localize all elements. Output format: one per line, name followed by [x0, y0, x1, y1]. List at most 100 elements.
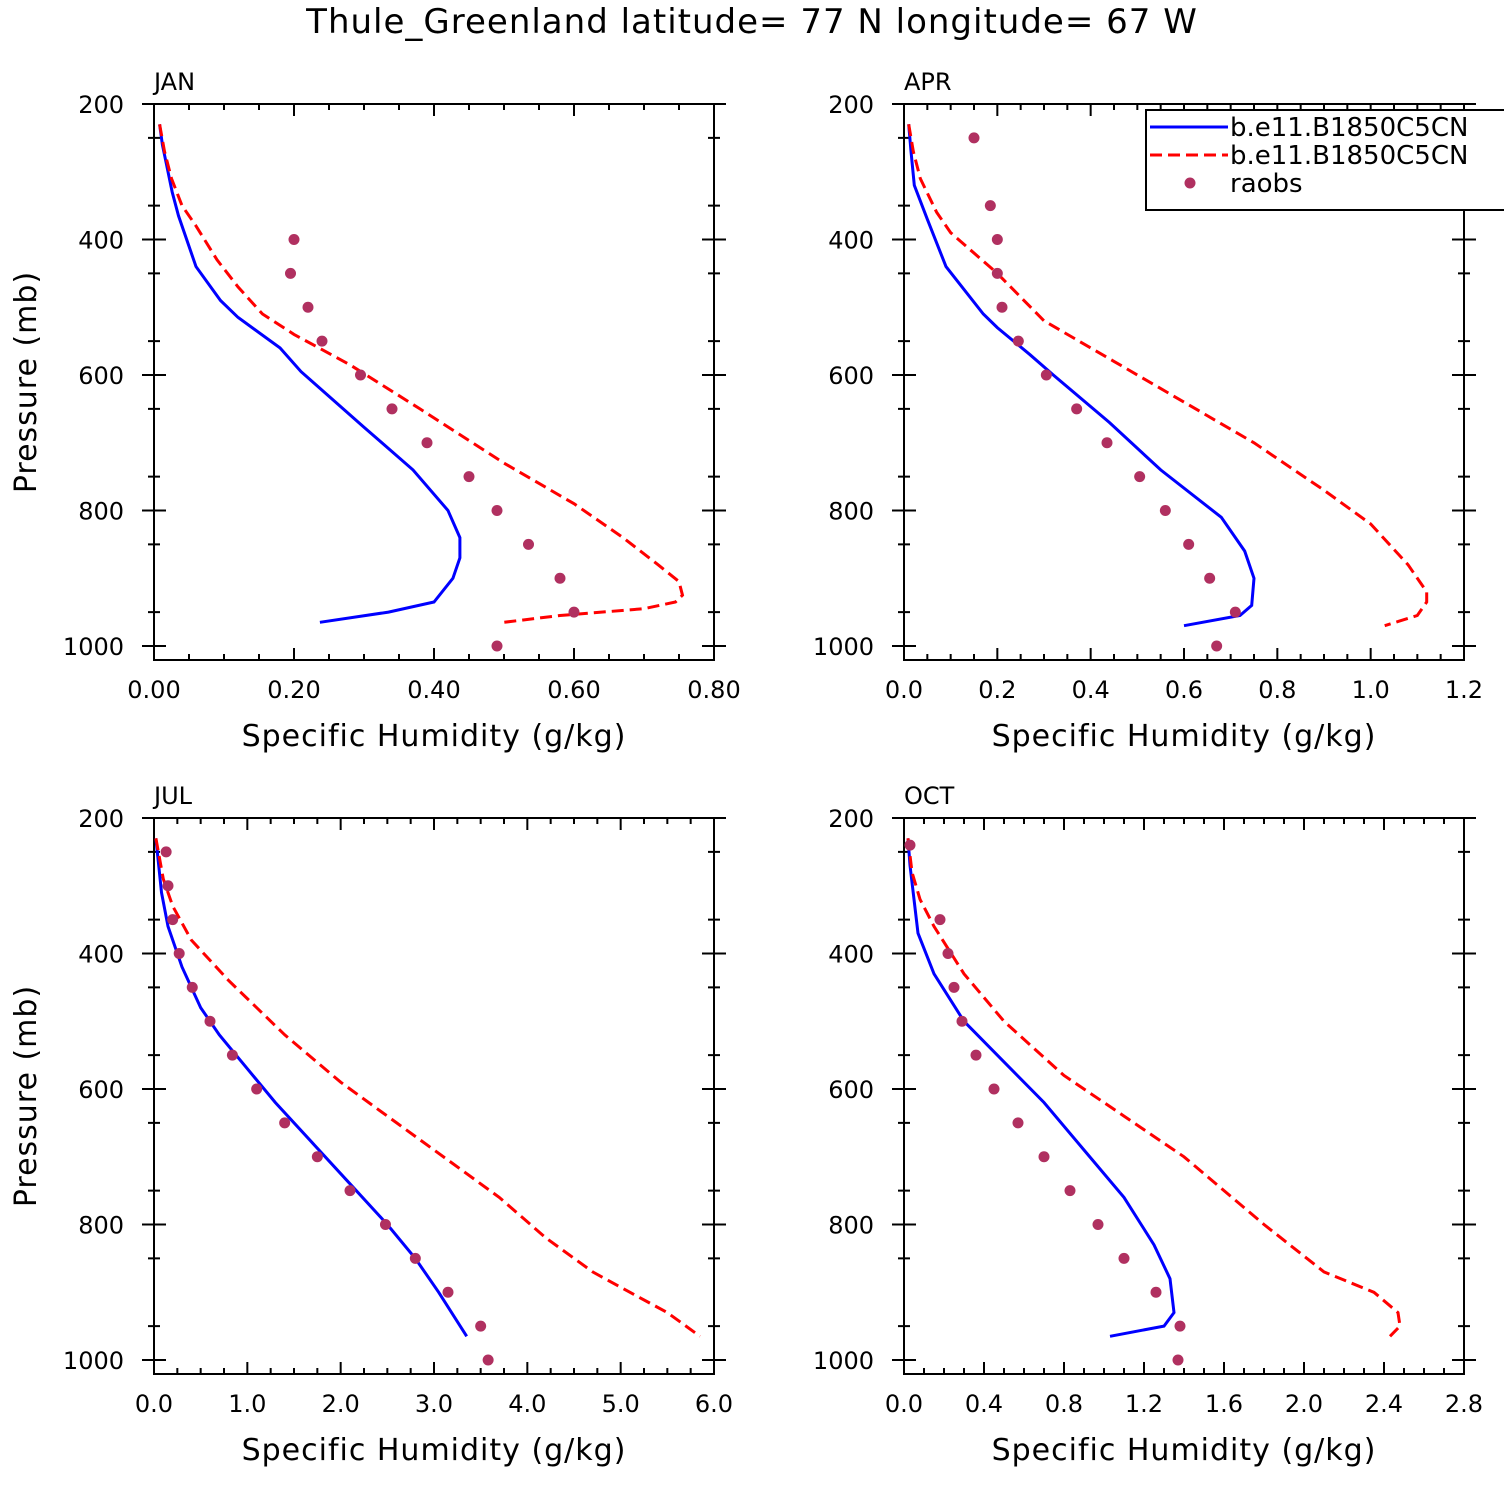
- x-tick-label: 0.4: [1072, 676, 1110, 704]
- panel-label: JUL: [152, 782, 193, 810]
- obs-point: [568, 606, 580, 618]
- y-tick-label: 800: [78, 498, 124, 526]
- obs-point: [1172, 1354, 1184, 1366]
- y-tick-label: 400: [828, 941, 874, 969]
- x-tick-label: 2.0: [1285, 1390, 1323, 1418]
- obs-point: [316, 335, 328, 347]
- obs-point: [1150, 1286, 1162, 1298]
- obs-point: [948, 981, 960, 993]
- obs-point: [1118, 1252, 1130, 1264]
- obs-point: [1012, 335, 1024, 347]
- obs-point: [204, 1015, 216, 1027]
- x-tick-label: 0.6: [1165, 676, 1203, 704]
- x-tick-label: 1.0: [228, 1390, 266, 1418]
- obs-point: [1038, 1151, 1050, 1163]
- obs-point: [251, 1083, 263, 1095]
- model2-line: [906, 838, 1402, 1338]
- obs-point: [167, 914, 179, 926]
- y-tick-label: 400: [78, 227, 124, 255]
- obs-point: [421, 437, 433, 449]
- y-tick-label: 600: [78, 1076, 124, 1104]
- x-axis-title: Specific Humidity (g/kg): [992, 719, 1377, 754]
- model1-line: [154, 838, 468, 1338]
- x-tick-label: 5.0: [602, 1390, 640, 1418]
- y-tick-label: 1000: [813, 1347, 874, 1375]
- obs-point: [523, 538, 534, 550]
- legend-label: b.e11.B1850C5CN: [1230, 141, 1468, 171]
- plot-frame: [903, 817, 1465, 1375]
- y-tick-label: 600: [828, 362, 874, 390]
- obs-point: [934, 914, 946, 926]
- y-axis-title: Pressure (mb): [9, 271, 44, 493]
- obs-point: [311, 1151, 323, 1163]
- obs-point: [285, 267, 296, 279]
- x-tick-label: 0.8: [1045, 1390, 1083, 1418]
- x-tick-label: 4.0: [508, 1390, 546, 1418]
- panel-jul: JUL 0.0 1.0 2.0 3.0 4.0 5.0 6.0 200 400 600 800 1000…: [9, 782, 733, 1468]
- obs-point: [988, 1083, 1000, 1095]
- y-tick-label: 800: [78, 1212, 124, 1240]
- obs-point: [1183, 538, 1195, 550]
- x-axis-title: Specific Humidity (g/kg): [242, 719, 627, 754]
- obs-point: [1040, 369, 1052, 381]
- x-tick-label: 6.0: [695, 1390, 733, 1418]
- x-tick-label: 0.2: [978, 676, 1016, 704]
- panel-jan: JAN 0.00 0.20 0.40 0.60 0.80 200 400 600 800 1000 S…: [9, 68, 741, 754]
- figure-title: Thule_Greenland latitude= 77 N longitude…: [306, 2, 1198, 42]
- x-tick-label: 2.4: [1365, 1390, 1403, 1418]
- y-tick-label: 800: [828, 498, 874, 526]
- y-tick-label: 400: [828, 227, 874, 255]
- obs-point: [226, 1049, 238, 1061]
- obs-point: [956, 1015, 968, 1027]
- obs-point: [1229, 606, 1241, 618]
- obs-point: [904, 839, 916, 851]
- panel-oct: OCT 0.0 0.4 0.8 1.2 1.6 2.0 2.4 2.8 200 400 600 800 1…: [813, 782, 1483, 1468]
- x-tick-label: 1.0: [1352, 676, 1390, 704]
- x-tick-label: 0.60: [547, 676, 600, 704]
- x-tick-label: 0.80: [687, 676, 740, 704]
- obs-point: [1012, 1117, 1024, 1129]
- x-tick-label: 0.0: [135, 1390, 173, 1418]
- obs-point: [984, 200, 996, 212]
- panel-label: OCT: [904, 782, 955, 810]
- y-axis-title: Pressure (mb): [9, 985, 44, 1207]
- y-tick-label: 200: [828, 805, 874, 833]
- x-axis-title: Specific Humidity (g/kg): [242, 1433, 627, 1468]
- obs-point: [442, 1286, 454, 1298]
- obs-point: [160, 846, 172, 858]
- model2-line: [154, 838, 701, 1338]
- obs-point: [1064, 1185, 1076, 1197]
- obs-point: [186, 981, 198, 993]
- obs-point: [968, 132, 980, 144]
- legend-label: raobs: [1230, 169, 1303, 199]
- model1-line: [906, 838, 1176, 1338]
- obs-point: [1174, 1320, 1186, 1332]
- obs-point: [1204, 572, 1216, 584]
- obs-point: [991, 234, 1003, 245]
- x-tick-label: 2.8: [1445, 1390, 1483, 1418]
- x-tick-label: 1.2: [1445, 676, 1483, 704]
- plot-frame: [153, 103, 715, 661]
- x-tick-label: 0.00: [127, 676, 180, 704]
- x-tick-label: 3.0: [415, 1390, 453, 1418]
- x-axis-title: Specific Humidity (g/kg): [992, 1433, 1377, 1468]
- obs-point: [279, 1117, 291, 1129]
- y-tick-label: 200: [78, 805, 124, 833]
- y-tick-label: 200: [78, 91, 124, 119]
- obs-point: [991, 267, 1003, 279]
- y-tick-label: 600: [78, 362, 124, 390]
- y-tick-label: 400: [78, 941, 124, 969]
- y-tick-label: 800: [828, 1212, 874, 1240]
- y-tick-label: 200: [828, 91, 874, 119]
- obs-point: [173, 948, 185, 959]
- legend-marker: [1184, 177, 1196, 189]
- model2-line: [158, 124, 685, 624]
- obs-point: [463, 471, 475, 483]
- obs-point: [302, 301, 314, 313]
- obs-point: [996, 301, 1008, 313]
- y-tick-label: 1000: [813, 633, 874, 661]
- obs-point: [162, 880, 174, 892]
- obs-point: [970, 1049, 982, 1061]
- obs-point: [355, 369, 366, 381]
